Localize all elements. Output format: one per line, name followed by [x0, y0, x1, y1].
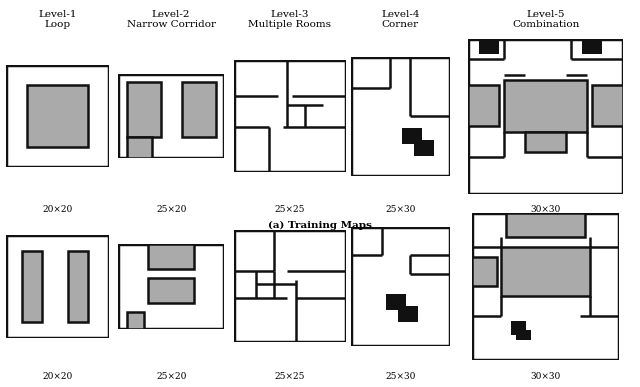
Bar — [582, 39, 602, 54]
Text: Level-3
Multiple Rooms: Level-3 Multiple Rooms — [248, 10, 331, 29]
Bar — [516, 330, 531, 340]
Text: 25×30: 25×30 — [385, 372, 415, 380]
Bar — [68, 250, 88, 322]
Bar — [398, 306, 418, 322]
Bar — [127, 312, 144, 329]
Bar — [592, 85, 623, 127]
Text: 25×20: 25×20 — [156, 372, 186, 380]
Text: Level-2
Narrow Corridor: Level-2 Narrow Corridor — [127, 10, 216, 29]
Bar — [148, 244, 195, 269]
Text: 20×20: 20×20 — [42, 205, 73, 214]
Text: 20×20: 20×20 — [42, 372, 73, 380]
Bar — [472, 257, 497, 286]
Text: 25×30: 25×30 — [385, 205, 415, 214]
Text: 25×20: 25×20 — [156, 205, 186, 214]
Bar — [127, 82, 161, 137]
Text: 25×25: 25×25 — [275, 205, 305, 214]
Bar — [506, 213, 585, 237]
Bar — [127, 137, 152, 158]
Bar — [414, 140, 434, 156]
Bar — [148, 278, 195, 303]
Bar — [504, 80, 587, 132]
Bar — [403, 128, 422, 144]
Bar — [525, 132, 566, 152]
Text: Level-1
Loop: Level-1 Loop — [38, 10, 77, 29]
Text: (a) Training Maps: (a) Training Maps — [268, 221, 372, 230]
Bar — [502, 247, 589, 296]
Bar — [479, 39, 499, 54]
Bar — [27, 86, 88, 147]
Text: 30×30: 30×30 — [531, 205, 561, 214]
Text: Level-5
Combination: Level-5 Combination — [512, 10, 579, 29]
Text: 25×25: 25×25 — [275, 372, 305, 380]
Text: 30×30: 30×30 — [531, 372, 561, 380]
Text: Level-4
Corner: Level-4 Corner — [381, 10, 420, 29]
Bar — [511, 321, 526, 336]
Bar — [22, 250, 42, 322]
Bar — [387, 295, 406, 310]
Bar — [182, 82, 216, 137]
Bar — [468, 85, 499, 127]
